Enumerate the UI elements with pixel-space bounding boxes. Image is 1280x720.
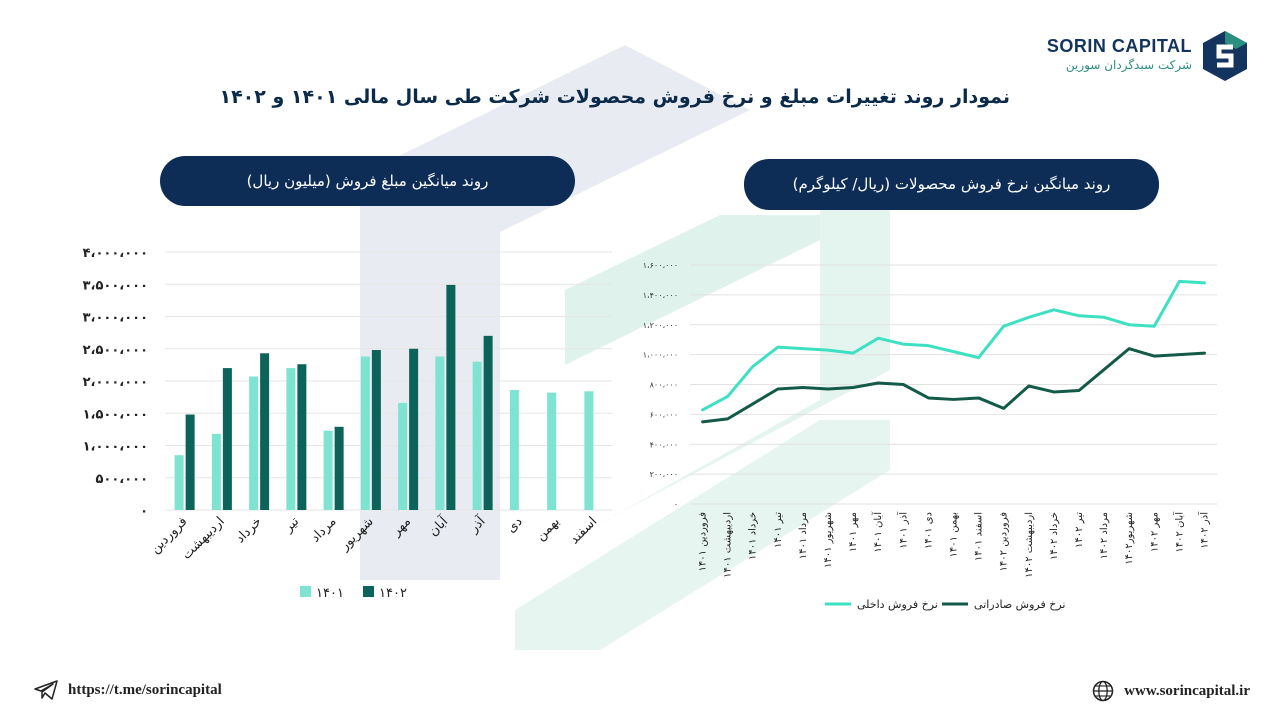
x-tick-label: مهر [388, 514, 414, 540]
globe-icon [1092, 680, 1114, 702]
y-tick-label: ۳،۰۰۰،۰۰۰ [83, 311, 148, 326]
x-tick-label: بهمن ۱۴۰۱ [949, 512, 960, 557]
y-tick-label: ۸۰۰،۰۰۰ [650, 381, 678, 390]
x-tick-label: مرداد ۱۴۰۲ [1099, 512, 1110, 559]
y-tick-label: ۳،۵۰۰،۰۰۰ [83, 278, 148, 293]
legend-label: ۱۴۰۲ [379, 586, 407, 601]
bar-۱۴۰۱ [584, 391, 594, 510]
x-tick-label: مهر ۱۴۰۱ [848, 512, 859, 552]
x-tick-label: اردیبهشت ۱۴۰۱ [723, 512, 734, 578]
y-tick-label: ۱،۴۰۰،۰۰۰ [643, 291, 678, 300]
x-tick-label: بهمن [533, 514, 563, 544]
x-tick-label: فروردین ۱۴۰۲ [999, 512, 1010, 572]
bar-۱۴۰۱ [249, 376, 259, 510]
x-tick-label: مهر ۱۴۰۲ [1149, 512, 1160, 552]
bar-۱۴۰۲ [297, 364, 307, 510]
y-tick-label: ۴۰۰،۰۰۰ [650, 440, 678, 449]
x-tick-label: اردیبهشت ۱۴۰۲ [1024, 512, 1035, 578]
y-tick-label: ۲۰۰،۰۰۰ [650, 470, 678, 479]
bar-۱۴۰۱ [547, 392, 557, 510]
line-chart-title: روند میانگین نرخ فروش محصولات (ریال/ کیل… [744, 159, 1159, 210]
x-tick-label: تیر [280, 514, 302, 536]
brand-logo-icon [1203, 31, 1247, 81]
x-tick-label: شهریور۱۴۰۲ [1124, 512, 1135, 565]
x-tick-label: تیر ۱۴۰۱ [773, 512, 784, 548]
telegram-link[interactable]: https://t.me/sorincapital [34, 680, 222, 700]
bar-۱۴۰۲ [334, 426, 344, 510]
x-tick-label: خرداد ۱۴۰۱ [748, 512, 759, 560]
bar-۱۴۰۱ [211, 433, 221, 510]
bar-۱۴۰۲ [409, 348, 419, 510]
bar-chart-title: روند میانگین مبلغ فروش (میلیون ریال) [160, 156, 575, 206]
legend-swatch [300, 586, 311, 597]
line-series-1 [701, 347, 1206, 424]
line-series-0 [701, 279, 1206, 412]
bar-۱۴۰۲ [371, 350, 381, 510]
bar-۱۴۰۱ [398, 402, 408, 510]
legend-label: نرخ فروش صادراتی [974, 598, 1065, 611]
x-tick-label: مرداد ۱۴۰۱ [798, 512, 809, 559]
bar-۱۴۰۲ [185, 414, 195, 510]
bar-۱۴۰۱ [174, 455, 184, 510]
y-tick-label: ۰ [140, 504, 148, 519]
bar-۱۴۰۱ [286, 368, 296, 510]
y-tick-label: ۶۰۰،۰۰۰ [650, 410, 678, 419]
x-tick-label: دی [504, 514, 526, 536]
line-chart: ۰ ۲۰۰،۰۰۰ ۴۰۰،۰۰۰ ۶۰۰،۰۰۰ ۸۰۰،۰۰۰ ۱،۰۰۰،۰۰۰ ۱،… [643, 261, 1217, 611]
bar-۱۴۰۲ [222, 368, 232, 510]
y-tick-label: ۱،۲۰۰،۰۰۰ [643, 321, 678, 330]
telegram-icon [34, 680, 58, 700]
telegram-url[interactable]: https://t.me/sorincapital [68, 681, 222, 698]
y-tick-label: ۱،۵۰۰،۰۰۰ [83, 407, 148, 422]
x-tick-label: آذر ۱۴۰۲ [1197, 511, 1210, 549]
x-tick-label: دی ۱۴۰۱ [923, 512, 934, 549]
y-tick-label: ۰ [674, 500, 678, 509]
x-tick-label: آذر ۱۴۰۱ [896, 511, 909, 549]
x-tick-label: اسفند ۱۴۰۱ [974, 512, 985, 561]
x-tick-label: آبان ۱۴۰۱ [871, 511, 884, 553]
y-tick-label: ۴،۰۰۰،۰۰۰ [83, 246, 148, 261]
legend-label: ۱۴۰۱ [316, 586, 344, 601]
bar-۱۴۰۱ [360, 356, 370, 510]
x-tick-label: آبان ۱۴۰۲ [1172, 511, 1185, 553]
y-tick-label: ۲،۰۰۰،۰۰۰ [83, 375, 148, 390]
x-tick-label: خرداد [233, 514, 265, 546]
bar-۱۴۰۱ [472, 361, 482, 510]
legend-swatch [363, 586, 374, 597]
bar-chart: ۰ ۵۰۰،۰۰۰ ۱،۰۰۰،۰۰۰ ۱،۵۰۰،۰۰۰ ۲،۰۰۰،۰۰۰ ۲،۵۰۰… [83, 246, 612, 601]
x-tick-label: شهریور [337, 514, 377, 554]
bar-۱۴۰۲ [260, 353, 270, 510]
brand-subtitle: شرکت سبدگردان سورین [1065, 58, 1192, 72]
x-tick-label: آبان [425, 512, 453, 540]
y-tick-label: ۱،۰۰۰،۰۰۰ [83, 440, 148, 455]
bar-۱۴۰۱ [323, 430, 333, 510]
x-tick-label: مرداد [308, 514, 339, 545]
x-tick-label: شهریور ۱۴۰۱ [823, 512, 834, 568]
x-tick-label: اسفند [567, 514, 600, 547]
website-link[interactable]: www.sorincapital.ir [1092, 680, 1250, 702]
y-tick-label: ۵۰۰،۰۰۰ [95, 472, 148, 487]
bar-۱۴۰۲ [483, 335, 493, 510]
bar-۱۴۰۱ [509, 390, 519, 510]
y-tick-label: ۲،۵۰۰،۰۰۰ [83, 343, 148, 358]
x-tick-label: خرداد ۱۴۰۲ [1049, 512, 1060, 560]
x-tick-label: تیر ۱۴۰۲ [1074, 512, 1085, 548]
y-tick-label: ۱،۶۰۰،۰۰۰ [643, 261, 678, 270]
website-url[interactable]: www.sorincapital.ir [1124, 682, 1250, 699]
x-tick-label: آذر [465, 512, 490, 537]
brand: SORIN CAPITAL شرکت سبدگردان سورین [1018, 30, 1248, 90]
legend-label: نرخ فروش داخلی [857, 598, 938, 611]
bar-۱۴۰۱ [435, 356, 445, 510]
x-tick-label: فروردین ۱۴۰۱ [698, 512, 709, 572]
y-tick-label: ۱،۰۰۰،۰۰۰ [643, 351, 678, 360]
bar-۱۴۰۲ [446, 284, 456, 510]
brand-name: SORIN CAPITAL [1046, 36, 1192, 56]
page-title: نمودار روند تغییرات مبلغ و نرخ فروش محصو… [219, 86, 1010, 108]
